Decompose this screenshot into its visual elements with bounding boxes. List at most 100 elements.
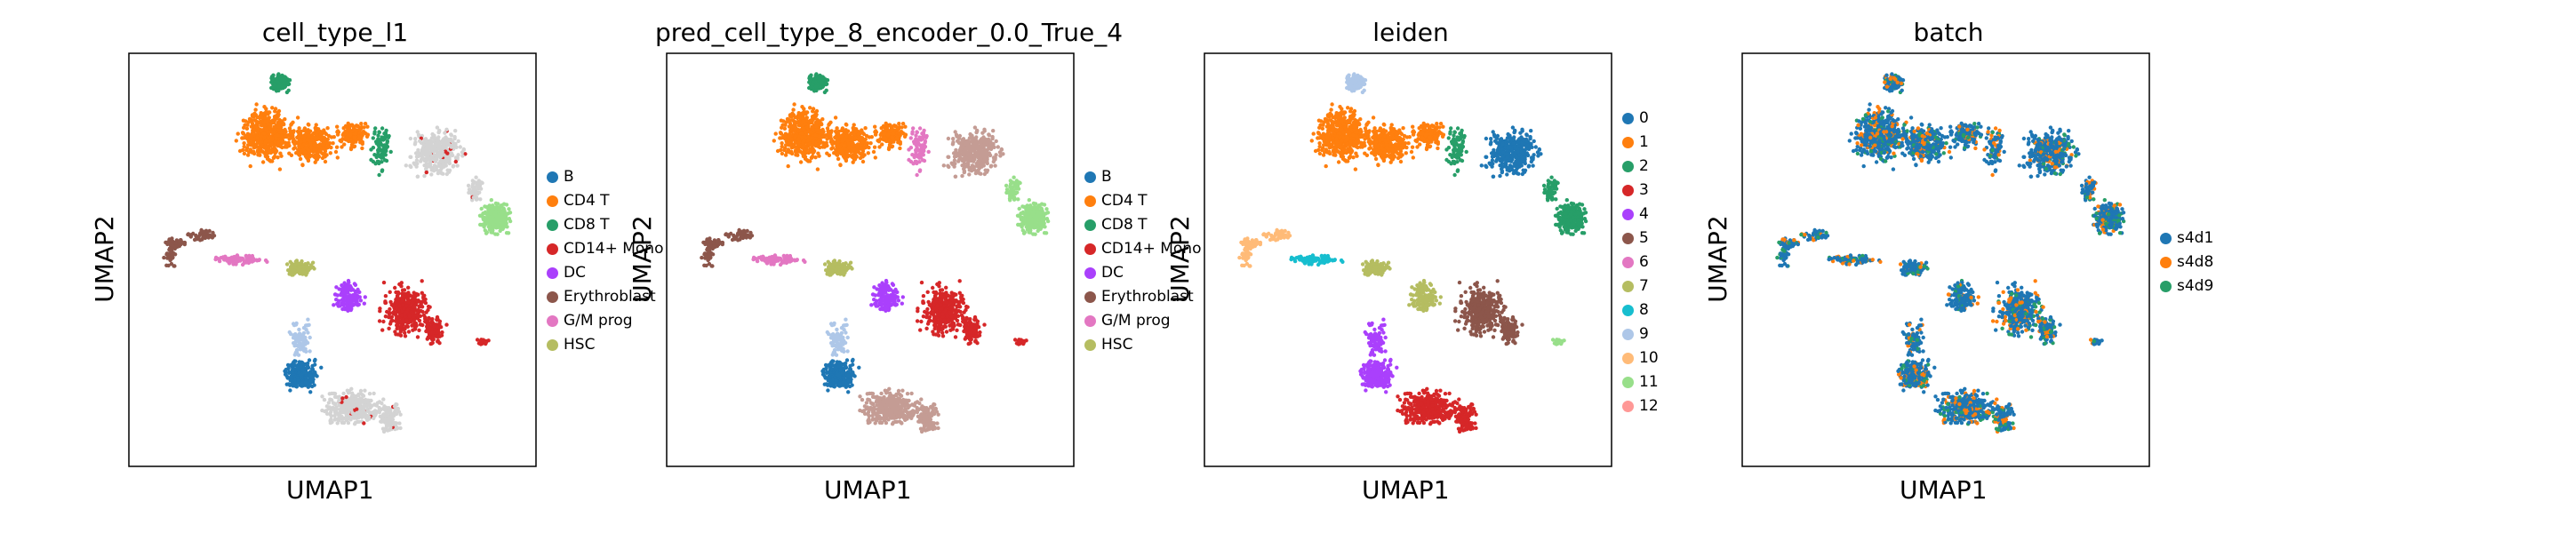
scatter-point [298,341,302,346]
scatter-point [381,280,387,285]
scatter-point [398,324,403,330]
scatter-point [844,128,848,132]
scatter-point [478,197,483,202]
scatter-point [244,119,248,123]
scatter-point [786,163,790,169]
scatter-point [276,88,281,93]
scatter-point [915,172,919,178]
scatter-point [404,163,408,168]
scatter-point [332,303,336,307]
scatter-point [393,422,397,426]
scatter-point [287,78,292,83]
scatter-point [287,126,292,131]
scatter-point [339,139,344,144]
axes-frame [128,52,537,467]
scatter-point [384,128,388,133]
scatter-point [406,330,412,334]
scatter-point [415,162,420,166]
scatter-point [326,401,332,405]
scatter-point [818,77,822,82]
scatter-point [273,147,277,152]
scatter-point [836,129,841,134]
scatter-point [355,407,359,411]
scatter-point [973,171,979,176]
scatter-point [245,143,251,147]
scatter-point [441,138,445,143]
scatter-point [283,130,287,135]
scatter-point [329,414,333,418]
scatter-point [297,135,301,140]
scatter-point [890,135,895,140]
legend-item: CD14+ Mono [547,237,663,261]
legend-marker [547,219,558,231]
scatter-point [402,306,406,311]
scatter-point [808,118,813,123]
scatter-point [773,131,778,136]
scatter-point [420,322,425,328]
scatter-point [946,155,950,159]
scatter-point [308,264,314,268]
scatter-point [268,150,273,155]
scatter-point [788,140,792,145]
scatter-point [435,325,440,330]
scatter-point [844,150,850,155]
scatter-point [422,173,427,179]
scatter-point [436,135,441,139]
scatter-point [974,135,979,139]
scatter-point [390,422,395,427]
panel-cell-type-l1: cell_type_l1 UMAP2 UMAP1 B CD4 T CD8 T CD14… [0,0,664,533]
scatter-point [301,325,307,330]
scatter-point [882,124,886,129]
scatter-point [782,126,788,131]
scatter-point [340,145,344,149]
scatter-point [259,137,263,141]
scatter-point [277,167,283,171]
scatter-point [420,279,424,283]
scatter-point [797,115,802,120]
scatter-point [344,289,348,293]
scatter-point [475,338,480,342]
scatter-point [806,130,811,134]
scatter-point [779,147,783,153]
scatter-point [365,398,371,402]
scatter-point [436,162,441,166]
scatter-point [292,141,297,147]
scatter-point [455,163,460,168]
scatter-point [916,140,921,146]
scatter-point [284,262,290,266]
scatter-point [225,259,229,263]
scatter-point [487,203,492,208]
scatter-point [344,135,349,140]
scatter-point [779,131,783,136]
scatter-point [340,132,345,138]
scatter-point [314,155,318,160]
scatter-point [788,128,793,132]
scatter-point [471,195,476,200]
scatter-point [380,160,384,164]
scatter-point [335,132,340,137]
scatter-point [168,258,172,262]
scatter-point [340,292,344,298]
scatter-point [806,134,811,139]
legend: B CD4 T CD8 T CD14+ Mono DC Erythroblast G/M p… [547,165,663,357]
scatter-point [348,139,354,144]
scatter-point [820,134,826,139]
scatter-point [308,335,312,340]
scatter-point [435,314,440,320]
scatter-point [833,115,838,120]
scatter-point [328,151,332,155]
scatter-point [890,127,894,132]
scatter-point [257,258,261,262]
scatter-point [429,341,434,346]
scatter-point [823,81,828,86]
scatter-point [289,374,293,378]
scatter-point [425,155,429,159]
scatter-point [829,147,834,151]
scatter-point [408,155,412,159]
scatter-point [382,143,388,148]
scatter-point [475,195,479,200]
scatter-point [255,149,260,154]
scatter-point [265,156,270,161]
scatter-point [399,284,404,289]
scatter-point [241,147,245,153]
